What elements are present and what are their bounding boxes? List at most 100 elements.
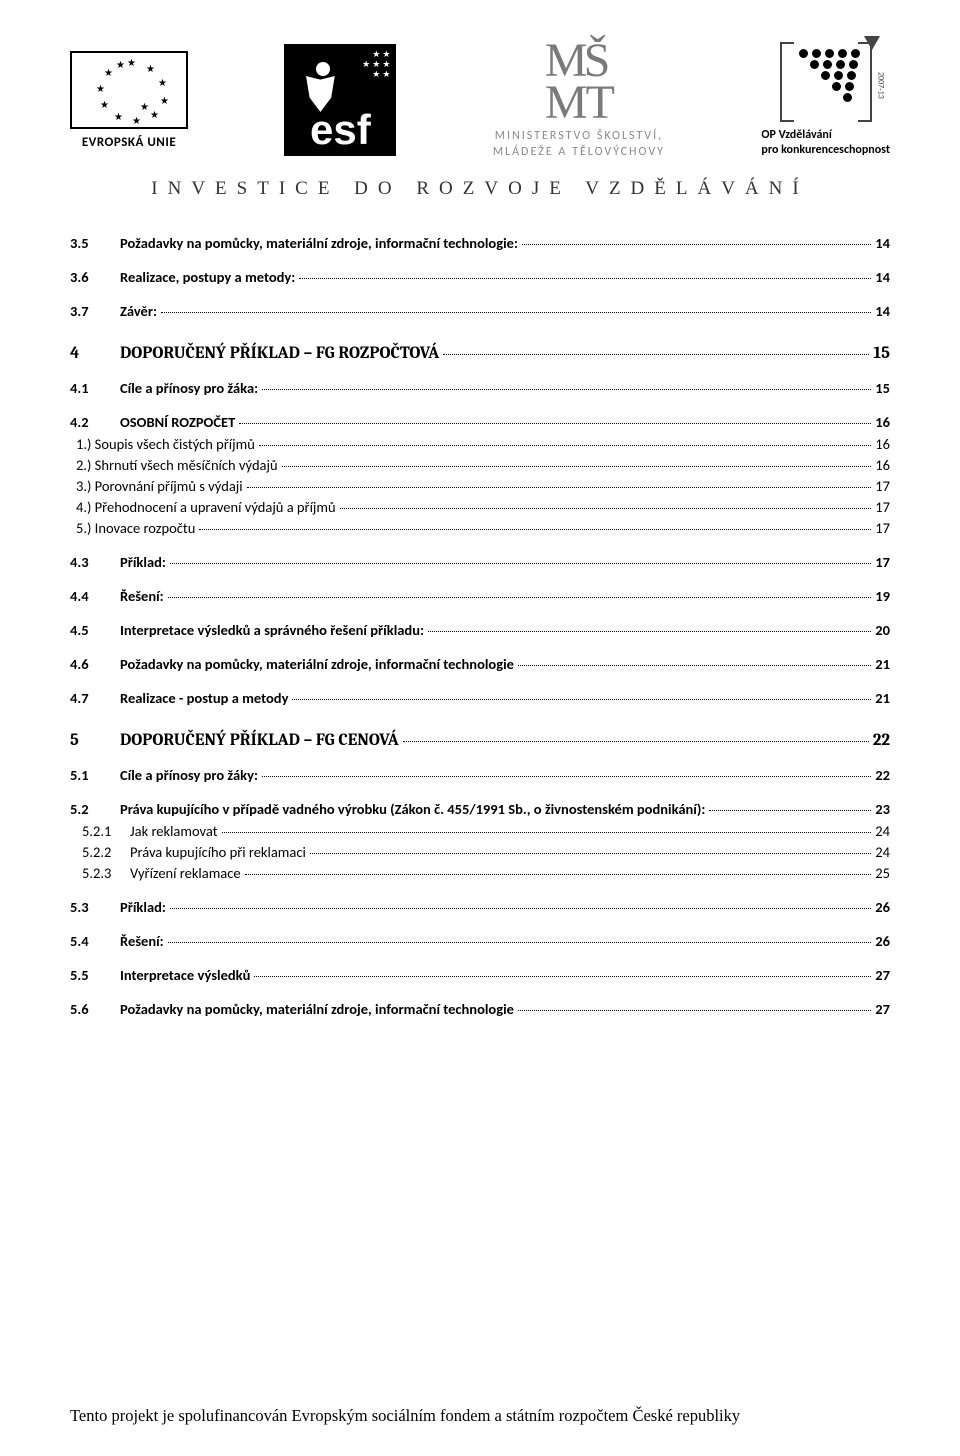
toc-entry[interactable]: 3.6Realizace, postupy a metody:14 bbox=[70, 268, 890, 286]
toc-page: 15 bbox=[873, 344, 890, 363]
toc-number: 4.7 bbox=[70, 689, 120, 707]
toc-entry[interactable]: 4.) Přehodnocení a upravení výdajů a pří… bbox=[76, 498, 890, 516]
toc-entry[interactable]: 1.) Soupis všech čistých příjmů 16 bbox=[76, 435, 890, 453]
toc-leader-dots bbox=[254, 976, 871, 977]
toc-leader-dots bbox=[262, 389, 871, 390]
toc-entry[interactable]: 4DOPORUČENÝ PŘÍKLAD – FG ROZPOČTOVÁ15 bbox=[70, 344, 890, 363]
toc-entry[interactable]: 3.) Porovnání příjmů s výdaji 17 bbox=[76, 477, 890, 495]
toc-entry[interactable]: 4.5Interpretace výsledků a správného řeš… bbox=[70, 621, 890, 639]
toc-leader-dots bbox=[522, 244, 871, 245]
toc-entry[interactable]: 5.2.1Jak reklamovat 24 bbox=[82, 822, 890, 840]
toc-leader-dots bbox=[199, 529, 871, 530]
toc-label: 3.) Porovnání příjmů s výdaji bbox=[76, 477, 243, 495]
toc-entry[interactable]: 4.2OSOBNÍ ROZPOČET16 bbox=[70, 413, 890, 431]
toc-entry[interactable]: 4.4Řešení: 19 bbox=[70, 587, 890, 605]
toc-label: 5.) Inovace rozpočtu bbox=[76, 519, 195, 537]
toc-leader-dots bbox=[403, 741, 869, 742]
toc-label: Cíle a přínosy pro žáky: bbox=[120, 766, 258, 784]
toc-label: Požadavky na pomůcky, materiální zdroje,… bbox=[120, 655, 514, 673]
op-label: OP Vzdělávánípro konkurenceschopnost bbox=[761, 128, 890, 158]
toc-leader-dots bbox=[443, 354, 869, 355]
toc-page: 20 bbox=[875, 621, 890, 639]
toc-label: Řešení: bbox=[120, 587, 164, 605]
toc-number: 5.6 bbox=[70, 1000, 120, 1018]
toc-leader-dots bbox=[292, 699, 871, 700]
toc-entry[interactable]: 3.5Požadavky na pomůcky, materiální zdro… bbox=[70, 234, 890, 252]
toc-page: 21 bbox=[875, 689, 890, 707]
toc-leader-dots bbox=[709, 810, 871, 811]
toc-entry[interactable]: 5.4Řešení:26 bbox=[70, 932, 890, 950]
toc-page: 25 bbox=[875, 864, 890, 882]
toc-entry[interactable]: 4.1Cíle a přínosy pro žáka: 15 bbox=[70, 379, 890, 397]
eu-label: EVROPSKÁ UNIE bbox=[82, 135, 176, 150]
toc-label: Požadavky na pomůcky, materiální zdroje,… bbox=[120, 234, 518, 252]
toc-entry[interactable]: 5.5Interpretace výsledků 27 bbox=[70, 966, 890, 984]
toc-entry[interactable]: 5.3Příklad:26 bbox=[70, 898, 890, 916]
toc-number: 5.2.2 bbox=[82, 843, 130, 861]
toc-leader-dots bbox=[239, 423, 871, 424]
msmt-logo: MŠMT MINISTERSTVO ŠKOLSTVÍ,MLÁDEŽE A TĚL… bbox=[493, 40, 665, 160]
toc-number: 4.5 bbox=[70, 621, 120, 639]
toc-entry[interactable]: 5.2Práva kupujícího v případě vadného vý… bbox=[70, 800, 890, 818]
header-logos: ★ ★ ★ ★ ★ ★ ★ ★ ★ ★ ★ ★ EVROPSKÁ UNIE ★ … bbox=[70, 40, 890, 160]
toc-number: 5 bbox=[70, 731, 120, 750]
toc-leader-dots bbox=[428, 631, 871, 632]
toc-entry[interactable]: 4.7Realizace - postup a metody21 bbox=[70, 689, 890, 707]
toc-label: 2.) Shrnutí všech měsíčních výdajů bbox=[76, 456, 278, 474]
toc-label: Interpretace výsledků bbox=[120, 966, 250, 984]
toc-page: 26 bbox=[875, 898, 890, 916]
toc-page: 16 bbox=[875, 435, 890, 453]
tagline: INVESTICE DO ROZVOJE VZDĚLÁVÁNÍ bbox=[70, 178, 890, 200]
toc-page: 19 bbox=[875, 587, 890, 605]
toc-page: 21 bbox=[875, 655, 890, 673]
toc-page: 27 bbox=[875, 966, 890, 984]
toc-number: 4.4 bbox=[70, 587, 120, 605]
toc-label: Požadavky na pomůcky, materiální zdroje,… bbox=[120, 1000, 514, 1018]
toc-number: 4.1 bbox=[70, 379, 120, 397]
toc-entry[interactable]: 3.7Závěr:14 bbox=[70, 302, 890, 320]
toc-label: Příklad: bbox=[120, 553, 166, 571]
toc-label: DOPORUČENÝ PŘÍKLAD – FG ROZPOČTOVÁ bbox=[120, 344, 439, 363]
toc-entry[interactable]: 5.2.2Práva kupujícího při reklamaci24 bbox=[82, 843, 890, 861]
toc-label: 4.) Přehodnocení a upravení výdajů a pří… bbox=[76, 498, 336, 516]
toc-leader-dots bbox=[518, 665, 871, 666]
toc-leader-dots bbox=[170, 563, 871, 564]
toc-entry[interactable]: 4.6Požadavky na pomůcky, materiální zdro… bbox=[70, 655, 890, 673]
toc-leader-dots bbox=[518, 1010, 871, 1011]
toc-label: Vyřízení reklamace bbox=[130, 864, 241, 882]
toc-page: 15 bbox=[875, 379, 890, 397]
toc-label: DOPORUČENÝ PŘÍKLAD – FG CENOVÁ bbox=[120, 731, 399, 750]
toc-page: 24 bbox=[875, 822, 890, 840]
toc-entry[interactable]: 2.) Shrnutí všech měsíčních výdajů16 bbox=[76, 456, 890, 474]
toc-number: 4.2 bbox=[70, 413, 120, 431]
toc-entry[interactable]: 5.) Inovace rozpočtu17 bbox=[76, 519, 890, 537]
toc-leader-dots bbox=[161, 312, 871, 313]
toc-label: Interpretace výsledků a správného řešení… bbox=[120, 621, 424, 639]
toc-entry[interactable]: 5.1Cíle a přínosy pro žáky: 22 bbox=[70, 766, 890, 784]
toc-leader-dots bbox=[310, 853, 872, 854]
toc-label: Cíle a přínosy pro žáka: bbox=[120, 379, 258, 397]
toc-entry[interactable]: 5.2.3Vyřízení reklamace 25 bbox=[82, 864, 890, 882]
toc-leader-dots bbox=[170, 908, 871, 909]
toc-page: 22 bbox=[875, 766, 890, 784]
toc-number: 5.2.3 bbox=[82, 864, 130, 882]
toc-number: 5.5 bbox=[70, 966, 120, 984]
toc-entry[interactable]: 5.6Požadavky na pomůcky, materiální zdro… bbox=[70, 1000, 890, 1018]
toc-page: 22 bbox=[873, 731, 890, 750]
toc-number: 5.2.1 bbox=[82, 822, 130, 840]
toc-label: Realizace, postupy a metody: bbox=[120, 268, 295, 286]
toc-label: 1.) Soupis všech čistých příjmů bbox=[76, 435, 255, 453]
eu-logo: ★ ★ ★ ★ ★ ★ ★ ★ ★ ★ ★ ★ EVROPSKÁ UNIE bbox=[70, 51, 188, 150]
esf-icon: ★ ★★ ★ ★★ ★ esf bbox=[284, 44, 396, 156]
toc-label: Jak reklamovat bbox=[130, 822, 218, 840]
toc-number: 5.3 bbox=[70, 898, 120, 916]
toc-entry[interactable]: 5DOPORUČENÝ PŘÍKLAD – FG CENOVÁ 22 bbox=[70, 731, 890, 750]
toc-page: 17 bbox=[875, 477, 890, 495]
toc-entry[interactable]: 4.3Příklad:17 bbox=[70, 553, 890, 571]
toc-page: 14 bbox=[875, 268, 890, 286]
table-of-contents: 3.5Požadavky na pomůcky, materiální zdro… bbox=[70, 234, 890, 1018]
toc-leader-dots bbox=[222, 832, 872, 833]
toc-number: 5.1 bbox=[70, 766, 120, 784]
toc-page: 16 bbox=[875, 413, 890, 431]
op-icon: 2007-13 bbox=[780, 42, 872, 122]
